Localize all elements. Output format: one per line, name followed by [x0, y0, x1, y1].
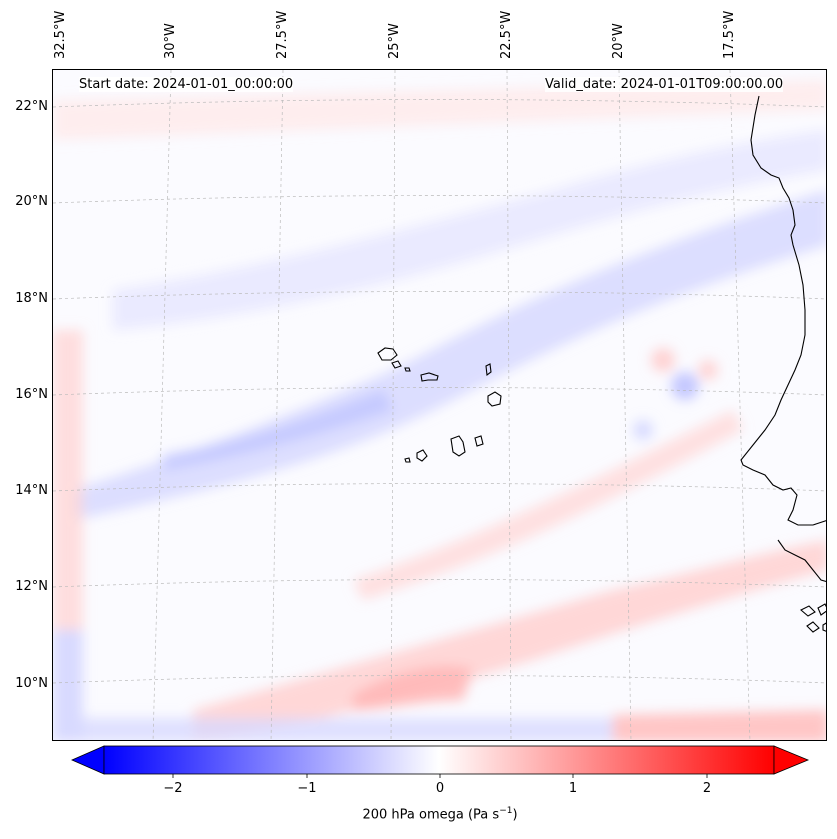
africa-coastline-south	[777, 539, 826, 583]
africa-coastline	[740, 95, 826, 526]
lat-label-22n: 22°N	[15, 99, 48, 114]
colorbar-tick-label-m1: −1	[297, 781, 317, 796]
colorbar-gradient	[103, 745, 775, 775]
colorbar-tick-label-1: 1	[568, 781, 578, 796]
lat-label-12n: 12°N	[15, 579, 48, 594]
parallel-20n	[53, 195, 826, 204]
colorbar-label: 200 hPa omega (Pa s−1)	[362, 806, 518, 823]
lat-label-20n: 20°N	[15, 194, 48, 209]
lon-label-17-5w: 17.5°W	[722, 10, 737, 59]
colorbar-extend-high	[773, 745, 810, 775]
colorbar-tick-label-2: 2	[702, 781, 712, 796]
boa-vista	[487, 391, 502, 407]
colorbar-extend-low	[71, 745, 105, 775]
santa-luzia	[404, 367, 411, 372]
omega-field	[53, 80, 826, 740]
lat-label-10n: 10°N	[15, 676, 48, 691]
colorbar-tick-label-m2: −2	[163, 781, 183, 796]
lon-label-22-5w: 22.5°W	[499, 10, 514, 59]
edge-bottom-negative	[83, 718, 613, 740]
graticule	[53, 70, 826, 740]
parallel-16n	[53, 387, 826, 396]
edge-negative	[53, 630, 83, 740]
positive-region	[53, 80, 826, 140]
santiago	[450, 435, 466, 457]
lat-label-16n: 16°N	[15, 387, 48, 402]
colorbar-tick-label-0: 0	[435, 781, 445, 796]
meridian-27-5w	[270, 70, 284, 740]
cape-verde-islands	[377, 347, 502, 463]
meridian-17-5w	[729, 70, 751, 740]
edge-bottom-positive	[613, 710, 826, 740]
colorbar-units: Pa s	[473, 807, 500, 823]
lat-label-14n: 14°N	[15, 483, 48, 498]
negative-cell	[671, 372, 699, 400]
lon-label-32-5w: 32.5°W	[53, 10, 68, 59]
start-date-label: Start date: 2024-01-01_00:00:00	[79, 77, 294, 92]
colorbar	[71, 745, 810, 778]
santo-antao	[377, 347, 398, 361]
meridian-20w	[618, 70, 632, 740]
negative-cell-2	[633, 420, 653, 440]
sao-vicente	[391, 360, 402, 369]
omega-field-map	[53, 70, 826, 740]
parallel-10n	[53, 675, 826, 684]
positive-hotspot	[353, 666, 473, 710]
sal	[485, 363, 492, 377]
sao-nicolau	[420, 372, 439, 382]
meridian-30w	[152, 70, 172, 740]
lon-label-25w: 25°W	[387, 23, 402, 59]
fogo	[416, 449, 428, 462]
bissau-islands	[800, 603, 826, 633]
colorbar-variable: 200 hPa omega	[362, 807, 464, 823]
positive-cell	[651, 348, 675, 372]
meridian-22-5w	[506, 70, 512, 740]
colorbar-ticks	[172, 774, 708, 778]
parallel-14n	[53, 483, 826, 492]
lon-label-20w: 20°W	[611, 23, 626, 59]
parallel-12n	[53, 579, 826, 588]
colorbar-units-exponent: −1	[499, 806, 513, 816]
maio	[474, 435, 484, 447]
map-panel[interactable]	[52, 69, 827, 741]
valid-date-label: Valid_date: 2024-01-01T09:00:00.00	[545, 77, 784, 92]
negative-band-core	[163, 390, 393, 470]
lon-label-30w: 30°W	[163, 23, 178, 59]
positive-band	[353, 410, 743, 600]
brava	[404, 457, 411, 463]
parallel-22n	[53, 99, 826, 108]
edge-positive	[53, 330, 83, 630]
negative-band-north	[113, 130, 826, 330]
meridian-25w	[390, 70, 396, 740]
positive-band-south	[193, 540, 826, 740]
positive-cell-2	[698, 360, 718, 380]
lon-label-27-5w: 27.5°W	[275, 10, 290, 59]
parallel-18n	[53, 291, 826, 300]
lat-label-18n: 18°N	[15, 291, 48, 306]
